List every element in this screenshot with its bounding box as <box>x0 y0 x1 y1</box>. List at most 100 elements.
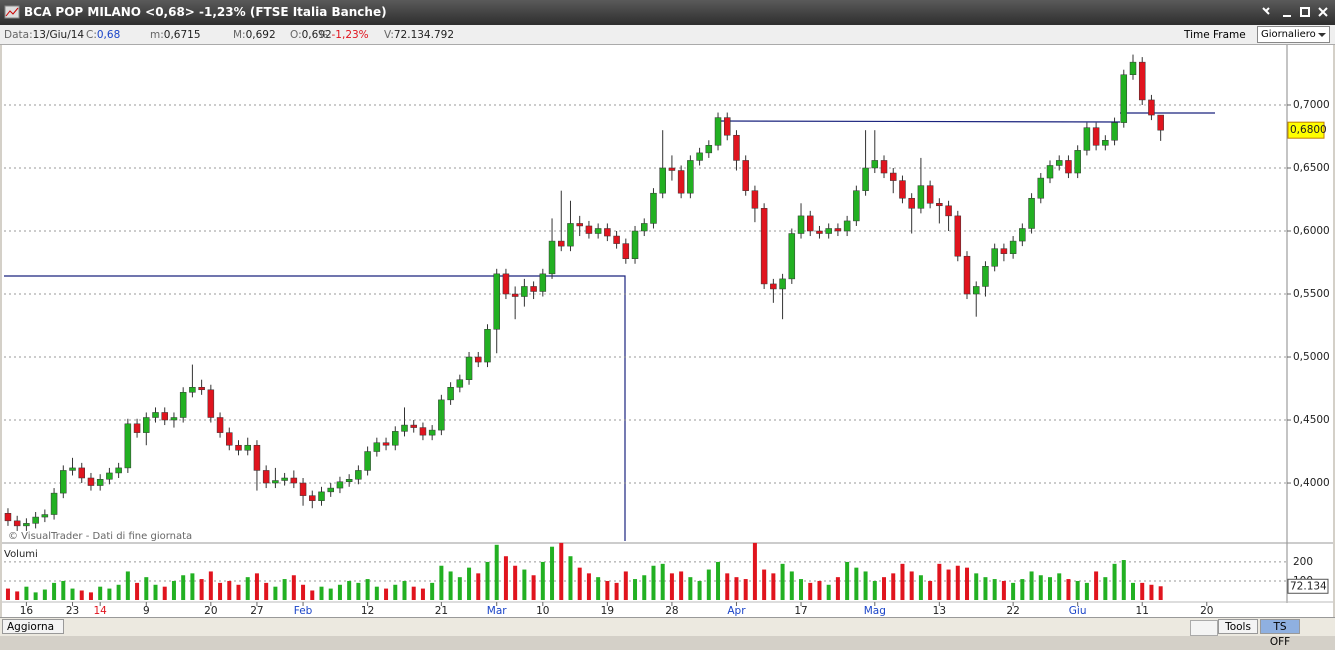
candle-body <box>668 167 676 171</box>
volume-bar <box>835 577 840 600</box>
candle-body <box>1074 150 1081 174</box>
volume-bar <box>513 565 518 600</box>
candle-body <box>567 223 574 247</box>
x-tick-label: 11 <box>1136 605 1149 617</box>
candle-body <box>290 477 298 484</box>
window-buttons[interactable] <box>1255 0 1335 25</box>
volume-bar <box>817 580 822 600</box>
candle-body <box>299 482 307 496</box>
volume-bar <box>254 573 259 600</box>
info-value: 0,692 <box>301 29 332 41</box>
volume-bar <box>42 589 47 600</box>
volume-bar <box>430 582 435 600</box>
volume-bar <box>337 584 342 600</box>
candle-body <box>585 225 593 234</box>
y-tick-label: 0,5000 <box>1293 351 1330 363</box>
x-tick-label: 9 <box>143 605 150 617</box>
volume-bar <box>467 567 472 600</box>
candle-body <box>1028 197 1035 229</box>
x-tick-label: 23 <box>66 605 79 617</box>
refresh-button[interactable]: Aggiorna <box>2 619 64 634</box>
volume-bar <box>190 573 195 600</box>
candle-body <box>106 472 113 480</box>
volume-bar <box>1121 560 1126 600</box>
volume-bar <box>319 586 324 600</box>
volume-bar <box>688 577 693 600</box>
volume-bar <box>734 577 739 600</box>
candle-body <box>880 160 888 174</box>
x-tick-label: 19 <box>601 605 614 617</box>
candle-body <box>797 215 805 234</box>
volume-bar <box>264 582 269 600</box>
time-frame-select[interactable]: Giornaliero <box>1257 26 1330 43</box>
x-tick-label: Mag <box>864 605 886 617</box>
candle-body <box>853 190 860 222</box>
candle-body <box>419 427 427 436</box>
candle-body <box>1083 127 1091 151</box>
volume-bar <box>439 565 444 600</box>
candle-body <box>742 160 749 191</box>
candle-body <box>1037 177 1045 199</box>
volume-bar <box>623 571 628 600</box>
x-tick-label: 16 <box>20 605 34 617</box>
volume-bar <box>845 561 850 600</box>
candle-body <box>198 387 205 391</box>
info-item: M:0,692 <box>233 25 276 45</box>
candle-body <box>207 389 215 418</box>
volume-bar <box>706 569 711 600</box>
candle-body <box>622 243 630 259</box>
candle-body <box>392 431 399 446</box>
volume-bar <box>974 573 979 600</box>
volume-bar <box>1029 571 1034 600</box>
candle-body <box>954 215 962 257</box>
volume-bar <box>725 573 730 600</box>
candle-body <box>1055 160 1063 166</box>
volume-bar <box>125 571 130 600</box>
candle-body <box>465 356 473 380</box>
volume-bar <box>882 577 887 600</box>
volume-bar <box>863 571 868 600</box>
candle-body <box>631 230 639 259</box>
volume-bar <box>494 544 499 600</box>
volume-bar <box>1038 575 1043 600</box>
candle-body <box>659 167 666 194</box>
info-label: O: <box>290 29 302 41</box>
last-price-label: 0,6800 <box>1290 124 1327 136</box>
info-item: C:0,68 <box>86 25 120 45</box>
volume-bar <box>301 584 306 600</box>
candle-body <box>917 185 925 209</box>
scrollbar[interactable] <box>1190 620 1218 636</box>
volume-bar <box>992 579 997 600</box>
candle-body <box>576 223 583 227</box>
volume-bar <box>199 579 204 600</box>
info-label: C: <box>86 29 97 41</box>
volume-bar <box>282 579 287 600</box>
volume-bar <box>559 542 564 600</box>
candle-body <box>23 523 30 527</box>
candle-body <box>705 145 713 154</box>
candle-body <box>770 283 777 290</box>
ts-button[interactable]: TS OFF <box>1260 619 1300 648</box>
info-item: O:0,692 <box>290 25 332 45</box>
tools-button[interactable]: Tools <box>1218 619 1258 634</box>
candle-body <box>1111 122 1118 141</box>
volume-bar <box>633 579 638 600</box>
volume-bar <box>485 561 490 600</box>
candle-body <box>548 240 556 275</box>
volume-bar <box>374 586 379 600</box>
volume-bar <box>107 588 112 600</box>
bottom-bar: Aggiorna Tools TS OFF <box>0 617 1335 648</box>
volume-bar <box>291 575 296 600</box>
volume-bar <box>402 580 407 600</box>
candle-body <box>32 516 39 524</box>
volume-bar <box>420 588 425 600</box>
info-value: -1,23% <box>331 29 369 41</box>
candle-body <box>908 197 915 209</box>
candle-body <box>152 412 159 418</box>
volume-bar <box>1075 580 1080 600</box>
volume-bar <box>1103 577 1108 600</box>
volume-bar <box>171 580 176 600</box>
candle-body <box>641 223 648 232</box>
candle-body <box>760 208 768 285</box>
candle-body <box>1065 160 1072 174</box>
